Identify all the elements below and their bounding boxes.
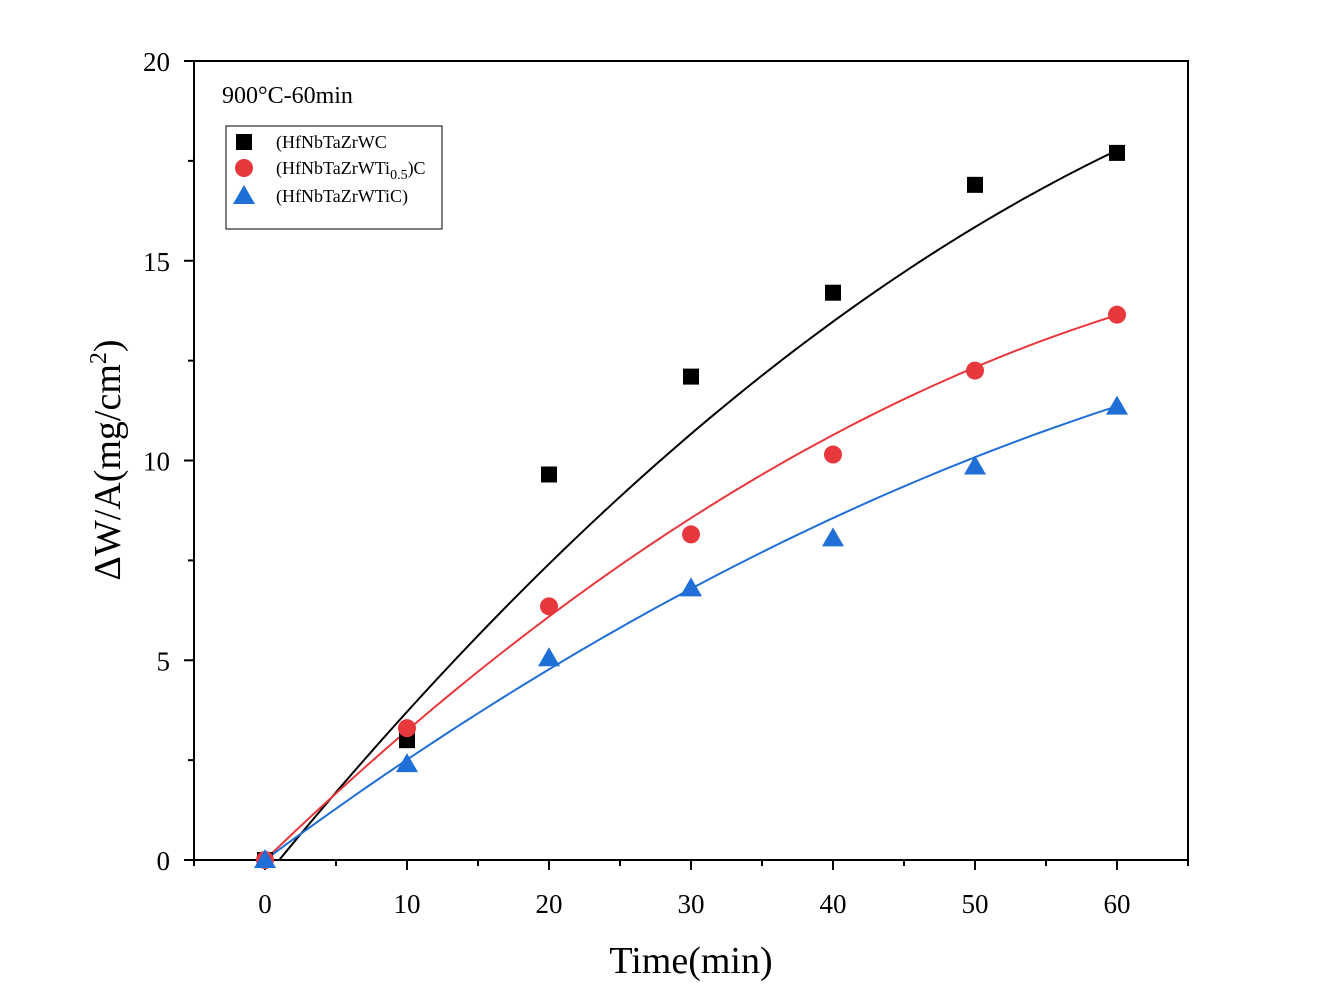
- x-tick-label: 0: [258, 889, 272, 919]
- x-tick-label: 10: [394, 889, 421, 919]
- data-point: [254, 849, 276, 868]
- data-point: [540, 597, 558, 616]
- x-tick-label: 30: [678, 889, 705, 919]
- data-point: [964, 455, 986, 475]
- y-tick-label: 20: [143, 47, 170, 77]
- ticks: 0 10 20 30 40 50 60 0 5 10 15 20: [143, 47, 1189, 919]
- legend-marker: [236, 134, 252, 150]
- data-point: [967, 176, 983, 193]
- data-point: [680, 577, 702, 597]
- y-axis-label-main: ΔW/A(mg/cm: [87, 364, 129, 581]
- data-point: [825, 284, 841, 301]
- data-point: [538, 647, 560, 667]
- fit-line: [264, 405, 1118, 861]
- x-tick-label: 20: [536, 889, 563, 919]
- y-tick-label: 15: [143, 247, 170, 277]
- fit-lines: [264, 149, 1118, 861]
- y-axis-label: ΔW/A(mg/cm2): [86, 339, 129, 580]
- data-point: [682, 525, 700, 544]
- data-point: [396, 753, 418, 773]
- legend-label: (HfNbTaZrWTiC): [276, 186, 408, 207]
- fit-line: [278, 149, 1118, 861]
- data-point: [1106, 395, 1128, 415]
- x-axis-label: Time(min): [609, 940, 772, 982]
- legend: (HfNbTaZrWC (HfNbTaZrWTi0.5)C (HfNbTaZrWTi…: [225, 125, 443, 230]
- y-tick-label: 5: [157, 646, 171, 676]
- legend-label: (HfNbTaZrWTi0.5)C: [276, 158, 426, 183]
- data-point: [1109, 144, 1125, 161]
- data-point: [1108, 305, 1126, 324]
- x-tick-label: 50: [962, 889, 989, 919]
- chart-annotation: 900°C-60min: [222, 83, 353, 109]
- legend-box: [225, 125, 443, 230]
- data-point: [824, 445, 842, 464]
- data-point: [683, 368, 699, 385]
- legend-marker: [233, 185, 255, 204]
- y-axis-label-superscript: 2: [86, 352, 112, 364]
- y-axis-label-close: ): [87, 339, 129, 352]
- data-point: [822, 527, 844, 547]
- data-point: [398, 719, 416, 738]
- y-tick-label: 0: [157, 846, 171, 876]
- y-tick-label: 10: [143, 447, 170, 477]
- data-points: [254, 144, 1128, 869]
- data-point: [541, 466, 557, 483]
- data-point: [966, 361, 984, 380]
- x-tick-label: 60: [1104, 889, 1131, 919]
- legend-marker: [235, 159, 253, 177]
- x-tick-label: 40: [820, 889, 847, 919]
- legend-label: (HfNbTaZrWC: [276, 132, 387, 153]
